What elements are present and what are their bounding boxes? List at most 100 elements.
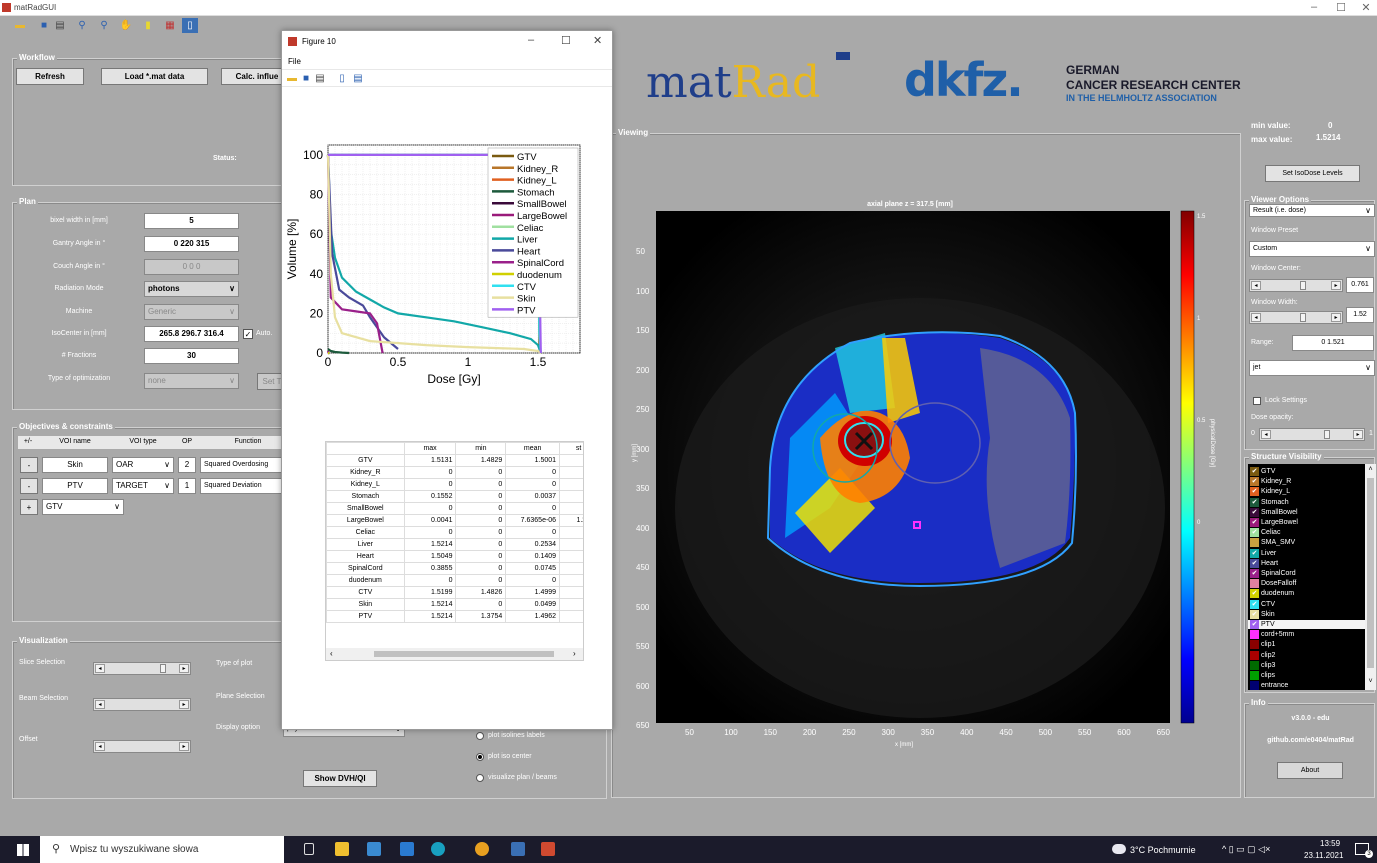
legend-icon[interactable]: ▯ — [182, 18, 198, 33]
maximize-button[interactable]: ☐ — [1336, 2, 1346, 14]
figure-legend-icon[interactable]: ▤ — [353, 73, 363, 84]
op-field[interactable]: 2 — [178, 457, 196, 473]
minimize-button[interactable]: – — [1310, 1, 1318, 13]
slider-right-icon[interactable]: ▸ — [1331, 281, 1341, 290]
dvh-line-heart[interactable] — [326, 154, 399, 350]
structure-checkbox[interactable]: ✔ — [1250, 487, 1259, 497]
result-select[interactable]: Result (i.e. dose) — [1249, 204, 1375, 217]
structure-list[interactable]: ✔ GTV ✔ Kidney_R ✔ Kidney_L ✔ Stomach ✔ SmallBowe… — [1248, 464, 1376, 690]
window-center-input[interactable]: 0.761 — [1346, 277, 1374, 293]
remove-objective-button[interactable]: - — [20, 478, 38, 494]
powerpoint-taskbar-icon[interactable] — [541, 842, 555, 856]
structure-checkbox[interactable] — [1250, 579, 1259, 589]
figure-save-icon[interactable]: ■ — [302, 73, 310, 84]
range-input[interactable]: 0 1.521 — [1292, 335, 1374, 351]
window-center-slider[interactable]: ◂ ▸ — [1249, 279, 1343, 292]
figure-close-button[interactable]: ✕ — [593, 35, 603, 47]
windows-start-icon[interactable] — [17, 844, 29, 856]
scroll-up-icon[interactable]: ˄ — [1368, 466, 1373, 473]
list-item[interactable]: entrance — [1248, 681, 1366, 690]
weather-text[interactable]: 3°C Pochmurnie — [1130, 845, 1196, 855]
chrome-taskbar-icon[interactable] — [475, 842, 489, 856]
structure-checkbox[interactable] — [1250, 640, 1259, 650]
notification-icon[interactable] — [1355, 843, 1369, 855]
structure-checkbox[interactable]: ✔ — [1250, 599, 1259, 609]
list-item[interactable]: ✔ duodenum — [1248, 589, 1366, 599]
figure-maximize-button[interactable]: ☐ — [561, 35, 571, 47]
window-width-slider[interactable]: ◂ ▸ — [1249, 311, 1343, 324]
structure-checkbox[interactable]: ✔ — [1250, 558, 1259, 568]
list-item[interactable]: ✔ GTV — [1248, 467, 1366, 476]
structure-checkbox[interactable]: ✔ — [1250, 548, 1259, 558]
structure-checkbox[interactable] — [1250, 538, 1259, 548]
slider-right-icon[interactable]: ▸ — [179, 742, 189, 751]
figure-print-icon[interactable]: ▤ — [315, 73, 325, 84]
save-icon[interactable]: ■ — [40, 20, 48, 31]
function-field[interactable]: Squared Overdosing — [200, 457, 288, 473]
list-item[interactable]: ✔ Stomach — [1248, 497, 1366, 507]
structure-checkbox[interactable] — [1250, 650, 1259, 660]
store-taskbar-icon[interactable] — [367, 842, 381, 856]
figure-open-icon[interactable]: ▬ — [287, 73, 297, 84]
scroll-down-icon[interactable]: ˅ — [1368, 678, 1373, 685]
dvh-line-spinalcord[interactable] — [326, 154, 384, 354]
about-button[interactable]: About — [1277, 762, 1343, 779]
table-scroll-right-icon[interactable]: › — [573, 649, 576, 658]
matlab-taskbar-icon[interactable] — [511, 842, 525, 856]
dose-opacity-slider[interactable]: ◂ ▸ — [1259, 428, 1365, 441]
structure-checkbox[interactable]: ✔ — [1250, 507, 1259, 517]
pan-hand-icon[interactable]: ✋ — [119, 20, 133, 31]
scroll-thumb[interactable] — [1367, 478, 1374, 668]
structure-checkbox[interactable]: ✔ — [1250, 497, 1259, 507]
load-mat-button[interactable]: Load *.mat data — [101, 68, 208, 85]
data-cursor-icon[interactable]: ▮ — [145, 20, 151, 31]
slice-slider[interactable]: ◂ ▸ — [93, 662, 191, 675]
slider-thumb[interactable] — [160, 664, 166, 673]
offset-slider[interactable]: ◂ ▸ — [93, 740, 191, 753]
refresh-button[interactable]: Refresh — [16, 68, 84, 85]
list-item[interactable]: clips — [1248, 671, 1366, 680]
slider-left-icon[interactable]: ◂ — [95, 664, 105, 673]
slider-right-icon[interactable]: ▸ — [1353, 430, 1363, 439]
radio-visualize-plan[interactable] — [476, 774, 484, 782]
slider-thumb[interactable] — [1300, 281, 1306, 290]
beam-slider[interactable]: ◂ ▸ — [93, 698, 191, 711]
edge-taskbar-icon[interactable] — [431, 842, 445, 856]
op-field[interactable]: 1 — [178, 478, 196, 494]
slider-thumb[interactable] — [1300, 313, 1306, 322]
dvh-line-stomach[interactable] — [327, 348, 350, 355]
set-isodose-levels-button[interactable]: Set IsoDose Levels — [1265, 165, 1360, 182]
add-voi-select[interactable]: GTV — [42, 499, 124, 515]
zoom-out-icon[interactable]: ⚲ — [100, 20, 108, 31]
radiation-mode-select[interactable]: photons — [144, 281, 239, 297]
github-link[interactable]: github.com/e0404/matRad — [1267, 737, 1354, 744]
calc-influence-button[interactable]: Calc. influe — [221, 68, 293, 85]
list-item[interactable]: ✔ PTV — [1248, 620, 1366, 629]
remove-objective-button[interactable]: - — [20, 457, 38, 473]
structure-scrollbar[interactable]: ˄ ˅ — [1365, 464, 1376, 690]
colorbar-icon[interactable]: ▦ — [165, 20, 175, 31]
structure-checkbox[interactable]: ✔ — [1250, 589, 1259, 599]
table-scroll-thumb[interactable] — [374, 651, 554, 657]
dvh-line-liver[interactable] — [326, 154, 542, 354]
function-field[interactable]: Squared Deviation — [200, 478, 288, 494]
auto-checkbox[interactable]: ✓ — [243, 329, 253, 339]
isocenter-input[interactable]: 265.8 296.7 316.4 — [144, 326, 239, 342]
close-button[interactable]: ✕ — [1361, 2, 1371, 14]
table-hscrollbar[interactable]: ‹ › — [326, 648, 583, 660]
list-item[interactable]: ✔ CTV — [1248, 599, 1366, 609]
lock-settings-checkbox[interactable] — [1253, 397, 1261, 405]
list-item[interactable]: ✔ SpinalCord — [1248, 569, 1366, 578]
list-item[interactable]: ✔ Skin — [1248, 609, 1366, 619]
structure-checkbox[interactable]: ✔ — [1250, 518, 1259, 527]
list-item[interactable]: ✔ Heart — [1248, 558, 1366, 568]
dvh-chart[interactable]: 0 0.5 1 1.5 0 20 40 60 80 100 Dose [Gy] Volume [%] G… — [282, 131, 612, 411]
list-item[interactable]: SMA_SMV — [1248, 538, 1366, 548]
ct-dose-view[interactable] — [620, 208, 1220, 753]
structure-checkbox[interactable] — [1250, 660, 1259, 670]
window-preset-select[interactable]: Custom — [1249, 241, 1375, 257]
add-objective-button[interactable]: + — [20, 499, 38, 515]
task-view-icon[interactable] — [304, 843, 314, 855]
structure-checkbox[interactable]: ✔ — [1250, 528, 1259, 538]
optimization-type-select[interactable]: none — [144, 373, 239, 389]
